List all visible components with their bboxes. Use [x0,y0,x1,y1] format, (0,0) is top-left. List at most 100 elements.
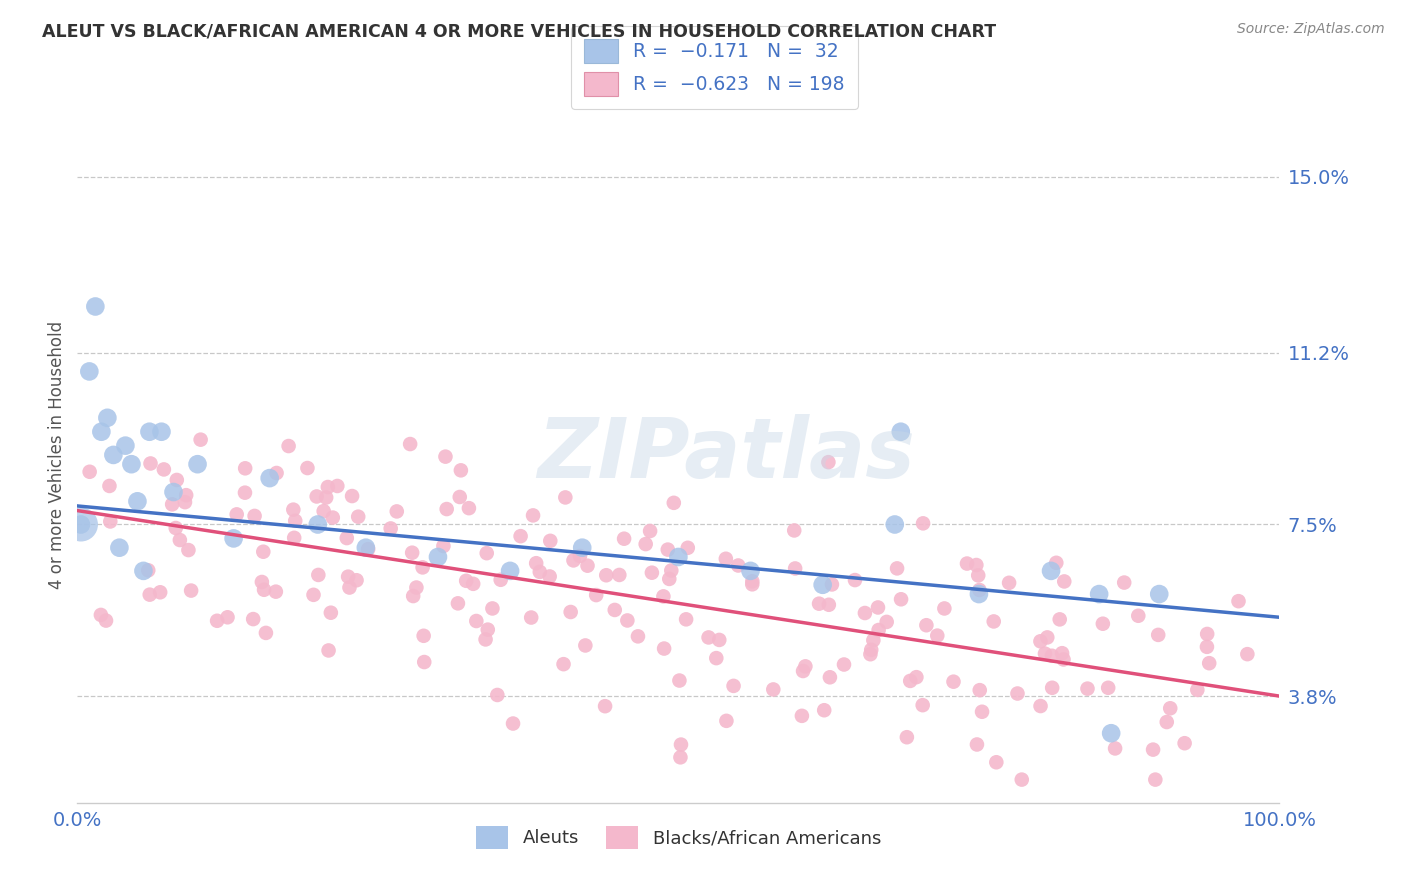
Point [169,533,191,547]
Point [305,490,328,504]
Point [818,670,841,684]
Point [704,651,727,665]
Point [477,623,499,637]
Point [205,614,228,628]
Point [813,703,835,717]
Point [174,495,197,509]
Point [399,437,422,451]
Point [70,517,93,532]
Point [326,479,349,493]
Point [520,610,543,624]
Point [965,558,987,572]
Point [1040,681,1063,695]
Point [150,425,173,439]
Point [574,639,596,653]
Point [233,485,256,500]
Point [474,632,496,647]
Point [723,679,745,693]
Point [1174,736,1197,750]
Point [607,568,630,582]
Point [792,664,814,678]
Point [785,561,807,575]
Point [337,569,360,583]
Point [890,425,912,439]
Point [967,587,990,601]
Point [412,629,434,643]
Point [714,551,737,566]
Point [970,705,993,719]
Point [862,633,884,648]
Point [866,600,889,615]
Point [568,549,591,563]
Point [832,657,855,672]
Point [162,485,184,500]
Point [222,532,245,546]
Point [103,448,125,462]
Point [1049,612,1071,626]
Point [254,626,277,640]
Point [138,425,160,439]
Point [447,596,470,610]
Point [340,489,363,503]
Point [562,553,585,567]
Point [252,545,274,559]
Point [357,542,380,557]
Point [475,546,498,560]
Point [896,730,918,744]
Point [1052,652,1074,666]
Point [697,631,720,645]
Point [136,563,159,577]
Point [70,517,93,532]
Point [180,583,202,598]
Point [627,629,650,643]
Point [593,699,616,714]
Point [481,601,503,615]
Point [427,549,450,564]
Point [259,471,281,485]
Point [741,577,763,591]
Point [402,589,425,603]
Point [339,581,361,595]
Point [385,504,408,518]
Point [538,533,561,548]
Point [1036,631,1059,645]
Point [1144,772,1167,787]
Point [1076,681,1098,696]
Point [576,558,599,573]
Point [79,465,101,479]
Point [264,584,287,599]
Point [595,568,617,582]
Text: Source: ZipAtlas.com: Source: ZipAtlas.com [1237,22,1385,37]
Point [242,612,264,626]
Point [652,641,675,656]
Point [233,461,256,475]
Point [1029,699,1052,714]
Point [319,606,342,620]
Point [307,517,329,532]
Point [114,439,136,453]
Point [347,509,370,524]
Point [1227,594,1250,608]
Point [316,480,339,494]
Point [1099,726,1122,740]
Point [794,659,817,673]
Point [489,573,512,587]
Point [1011,772,1033,787]
Point [94,614,117,628]
Point [284,514,307,528]
Point [641,566,664,580]
Point [401,546,423,560]
Point [658,572,681,586]
Point [821,577,844,591]
Point [434,450,457,464]
Point [312,504,335,518]
Point [709,632,731,647]
Point [853,606,876,620]
Point [277,439,299,453]
Point [84,300,107,314]
Point [1088,587,1111,601]
Point [1104,741,1126,756]
Point [969,683,991,698]
Point [432,539,454,553]
Point [413,655,436,669]
